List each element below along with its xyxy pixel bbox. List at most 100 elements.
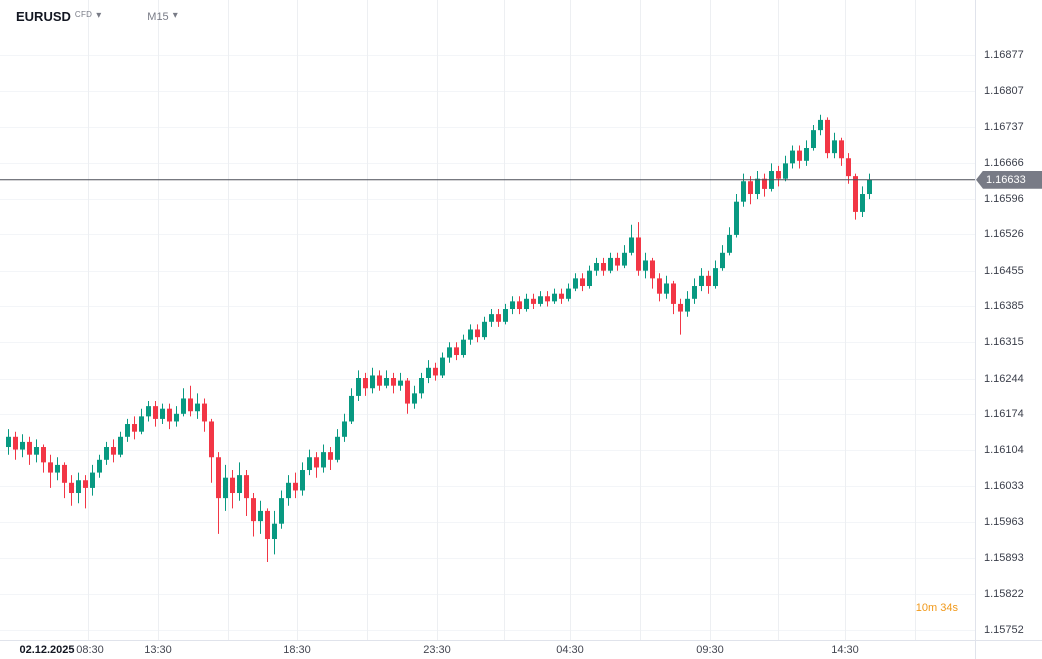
candle-body <box>720 252 725 269</box>
time-axis-label: 23:30 <box>423 644 451 656</box>
candle-body <box>699 275 704 287</box>
price-axis-label: 1.16666 <box>984 156 1024 169</box>
candle-body <box>153 406 158 419</box>
candle-body <box>615 257 620 266</box>
candle-body <box>580 278 585 287</box>
candlestick-chart-pane[interactable] <box>0 0 975 640</box>
candle-body <box>69 482 74 494</box>
candle-body <box>272 523 277 540</box>
candle-body <box>461 339 466 356</box>
price-axis-label: 1.16807 <box>984 84 1024 97</box>
candle-body <box>300 470 305 491</box>
candle-body <box>146 406 151 417</box>
candle-body <box>811 130 816 149</box>
candle-body <box>279 498 284 524</box>
candle-body <box>258 510 263 522</box>
time-axis-date-label: 02.12.2025 <box>19 644 75 656</box>
candle-body <box>643 260 648 271</box>
candle-body <box>797 150 802 161</box>
candle-body <box>678 303 683 312</box>
candle-body <box>286 482 291 499</box>
interval-button[interactable]: M15 ▾ <box>147 10 177 24</box>
candle-body <box>160 408 165 419</box>
symbol-button[interactable]: EURUSD CFD ▾ <box>16 10 101 24</box>
candle-body <box>398 380 403 386</box>
candle-body <box>503 309 508 322</box>
candle-body <box>587 270 592 287</box>
candle-body <box>510 301 515 310</box>
symbol-label: EURUSD <box>16 9 71 24</box>
candle-body <box>601 263 606 271</box>
candle-body <box>307 457 312 471</box>
candle-body <box>412 393 417 404</box>
candle-body <box>139 416 144 432</box>
candle-body <box>636 237 641 271</box>
price-axis-label: 1.15963 <box>984 516 1024 529</box>
chart-toolbar: EURUSD CFD ▾ M15 ▾ <box>16 10 178 24</box>
candle-body <box>293 482 298 491</box>
candle-body <box>167 408 172 422</box>
candle-body <box>762 178 767 189</box>
candle-body <box>783 163 788 179</box>
price-axis-label: 1.16315 <box>984 336 1024 349</box>
price-axis-label: 1.16596 <box>984 192 1024 205</box>
time-axis-label: 09:30 <box>696 644 724 656</box>
candle-body <box>573 278 578 289</box>
candle-body <box>713 268 718 287</box>
candle-body <box>104 447 109 460</box>
price-axis-label: 1.16526 <box>984 228 1024 241</box>
candle-body <box>559 293 564 299</box>
candle-body <box>475 329 480 338</box>
candle-body <box>13 436 18 450</box>
candle-body <box>566 288 571 299</box>
candle-body <box>664 283 669 294</box>
candle-body <box>538 296 543 304</box>
candle-body <box>531 298 536 304</box>
candle-body <box>55 464 60 473</box>
time-axis[interactable]: 02.12.2025 08:30 13:30 18:30 23:30 04:30 09:30… <box>0 640 975 659</box>
candle-body <box>776 171 781 179</box>
candle-body <box>426 367 431 379</box>
candle-body <box>496 314 501 322</box>
candle-body <box>202 403 207 422</box>
price-axis[interactable]: 1.16877 1.16807 1.16737 1.16666 1.16596 1.165… <box>975 0 1042 640</box>
candle-body <box>804 148 809 161</box>
candle-body <box>440 357 445 376</box>
candle-body <box>825 119 830 154</box>
candle-body <box>223 477 228 499</box>
price-axis-label: 1.16033 <box>984 480 1024 493</box>
candle-body <box>867 179 872 195</box>
chevron-down-icon: ▾ <box>172 10 178 21</box>
candle-body <box>237 475 242 494</box>
candle-body <box>90 472 95 488</box>
price-axis-label: 1.15752 <box>984 624 1024 636</box>
candle-body <box>6 436 11 448</box>
candle-body <box>384 378 389 386</box>
time-axis-label: 14:30 <box>831 644 859 656</box>
candle-body <box>832 140 837 154</box>
candle-countdown: 10m 34s <box>915 602 958 614</box>
candle-body <box>853 176 858 212</box>
candle-body <box>405 380 410 404</box>
candle-body <box>671 283 676 304</box>
candle-body <box>370 375 375 389</box>
time-axis-label: 08:30 <box>76 644 104 656</box>
candle-body <box>482 321 487 338</box>
candle-body <box>552 293 557 302</box>
candle-body <box>846 158 851 177</box>
candle-body <box>748 181 753 195</box>
candle-body <box>860 194 865 212</box>
candle-body <box>83 480 88 488</box>
candle-body <box>328 452 333 460</box>
price-axis-label: 1.16877 <box>984 49 1024 61</box>
candle-body <box>741 181 746 202</box>
chevron-down-icon: ▾ <box>96 10 102 21</box>
candle-body <box>734 201 739 235</box>
candle-body <box>125 424 130 437</box>
candle-body <box>356 378 361 396</box>
price-axis-label: 1.16174 <box>984 408 1024 421</box>
candle-body <box>629 237 634 253</box>
candle-body <box>321 452 326 468</box>
candle-body <box>755 178 760 195</box>
